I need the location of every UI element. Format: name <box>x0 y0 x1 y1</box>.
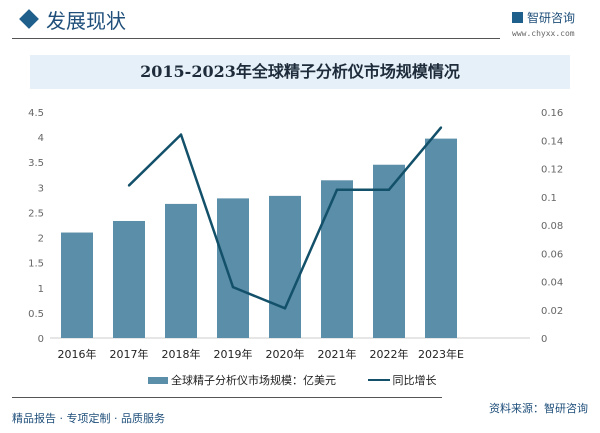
growth-point <box>283 307 287 310</box>
x-tick: 2021年 <box>318 347 357 361</box>
y-right-tick: 0.06 <box>541 249 563 260</box>
legend-bar-swatch <box>148 376 168 384</box>
y-left-tick: 1 <box>38 284 44 295</box>
y-right-tick: 0.16 <box>541 108 563 119</box>
x-tick: 2023年E <box>418 347 464 361</box>
y-right-tick: 0.14 <box>541 136 563 147</box>
y-left-tick: 2.5 <box>28 208 44 219</box>
x-tick: 2020年 <box>266 347 305 361</box>
x-tick: 2017年 <box>110 347 149 361</box>
bar <box>61 232 93 338</box>
bar <box>217 198 249 338</box>
footer-tagline: 精品报告 · 专项定制 · 品质服务 <box>12 412 165 425</box>
x-tick: 2022年 <box>370 347 409 361</box>
y-right-tick: 0.04 <box>541 278 563 289</box>
y-right-tick: 0.08 <box>541 221 563 232</box>
bar <box>321 180 353 338</box>
brand-logo-icon <box>512 12 523 23</box>
x-tick: 2016年 <box>58 347 97 361</box>
legend-bar-label: 全球精子分析仪市场规模：亿美元 <box>171 374 336 387</box>
y-left-tick: 4.5 <box>28 108 44 119</box>
legend: 全球精子分析仪市场规模：亿美元 同比增长 <box>148 372 437 388</box>
section-title: 发展现状 <box>46 9 126 33</box>
header: 发展现状 智研咨询 www.chyxx.com <box>0 0 600 45</box>
growth-point <box>179 133 183 136</box>
y-left-tick: 2 <box>38 234 44 245</box>
y-right-tick: 0 <box>541 334 547 345</box>
y-left-tick: 3 <box>38 183 44 194</box>
header-divider <box>12 38 500 39</box>
y-left-tick: 0.5 <box>28 309 44 320</box>
bar <box>373 164 405 338</box>
bar <box>113 220 145 338</box>
x-tick: 2018年 <box>162 347 201 361</box>
growth-point <box>231 285 235 289</box>
legend-line-swatch <box>367 379 390 381</box>
growth-point <box>127 184 131 187</box>
y-left-tick: 1.5 <box>28 259 44 270</box>
growth-point <box>335 188 339 191</box>
legend-line-label: 同比增长 <box>392 374 437 387</box>
bar <box>425 138 457 338</box>
footer-divider <box>12 397 442 398</box>
chart-title: 2015-2023年全球精子分析仪市场规模情况 <box>30 55 570 89</box>
y-right-tick: 0.02 <box>541 306 563 317</box>
y-left-tick: 0 <box>38 334 44 345</box>
y-right-tick: 0.1 <box>541 193 557 204</box>
bar <box>269 195 301 338</box>
bar <box>165 203 197 338</box>
brand: 智研咨询 <box>512 9 575 26</box>
y-left-tick: 3.5 <box>28 158 44 169</box>
x-tick: 2019年 <box>214 347 253 361</box>
growth-point <box>439 126 443 129</box>
brand-url: www.chyxx.com <box>512 29 575 38</box>
y-right-tick: 0.12 <box>541 165 563 176</box>
brand-name: 智研咨询 <box>527 11 576 25</box>
growth-point <box>387 188 391 191</box>
y-left-tick: 4 <box>38 133 44 144</box>
footer-source: 资料来源：智研咨询 <box>489 402 588 415</box>
